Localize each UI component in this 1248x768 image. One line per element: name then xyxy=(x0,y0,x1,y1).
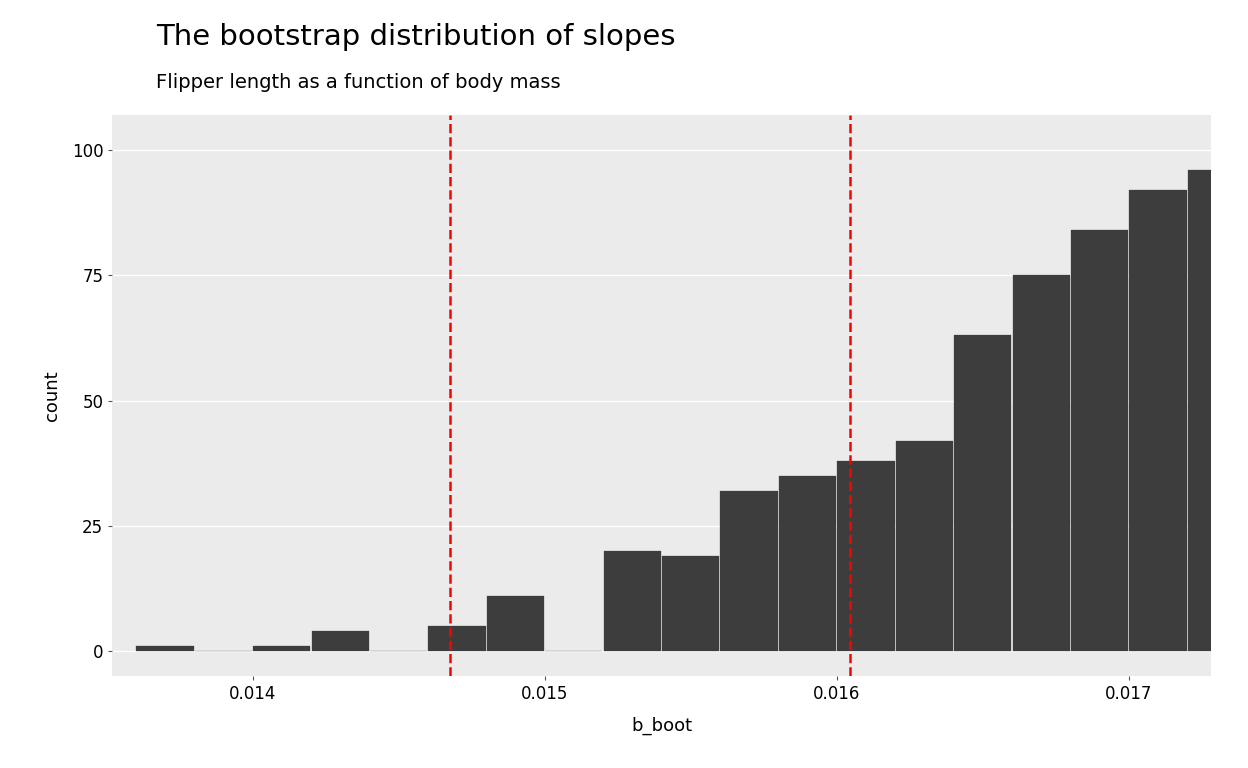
Text: The bootstrap distribution of slopes: The bootstrap distribution of slopes xyxy=(156,23,675,51)
Bar xyxy=(1188,170,1246,650)
Bar xyxy=(136,646,193,650)
Bar xyxy=(1012,276,1070,650)
Bar xyxy=(312,631,368,650)
Bar xyxy=(779,475,836,650)
Text: Flipper length as a function of body mass: Flipper length as a function of body mas… xyxy=(156,73,560,92)
Bar xyxy=(661,556,719,650)
Y-axis label: count: count xyxy=(42,370,61,421)
Bar xyxy=(604,551,661,650)
Bar xyxy=(1129,190,1187,650)
Bar xyxy=(896,441,953,650)
X-axis label: b_boot: b_boot xyxy=(631,717,691,735)
Bar xyxy=(837,461,895,650)
Bar xyxy=(720,491,778,650)
Bar xyxy=(955,336,1011,650)
Bar xyxy=(428,626,485,650)
Bar xyxy=(253,646,311,650)
Bar xyxy=(487,596,544,650)
Bar xyxy=(1071,230,1128,650)
